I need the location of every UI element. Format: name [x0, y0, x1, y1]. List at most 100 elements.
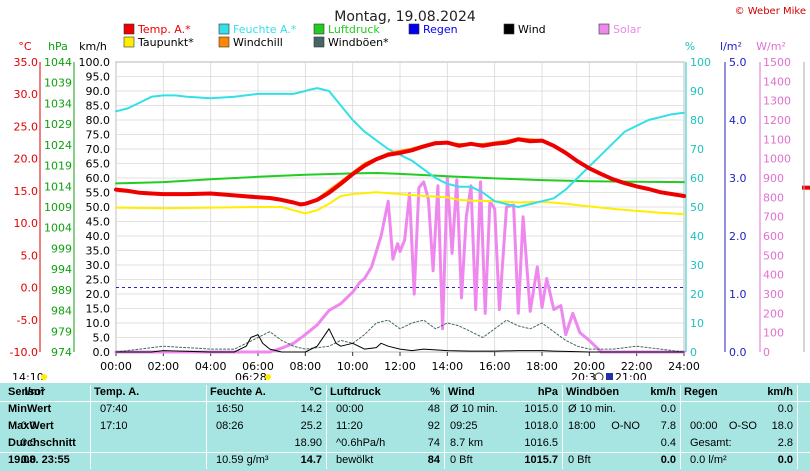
table-cell: 0.0 l/m² [690, 454, 727, 466]
weather-chart: Montag, 19.08.2024 © Weber Mike Temp. A.… [10, 6, 810, 380]
tick-temp: 25.0 [14, 120, 39, 133]
tick-wind: 70.0 [86, 143, 111, 156]
column-separator [797, 385, 798, 469]
table-cell: Luftdruck [330, 386, 381, 398]
tick-pressure: 984 [51, 305, 72, 318]
unit-wind: km/h [79, 40, 107, 53]
table-cell: 11:20 [336, 420, 363, 432]
table-cell: Regen [684, 386, 718, 398]
table-cell: Ø 10 min. [450, 403, 498, 415]
tick-wind: 25.0 [86, 274, 111, 287]
tick-solar: 600 [763, 230, 784, 243]
table-cell: 07:40 [100, 403, 128, 415]
x-tick-label: 18:00 [526, 360, 558, 373]
legend-label: Regen [423, 23, 458, 36]
table-cell: 8.7 km [450, 437, 484, 449]
column-separator [90, 385, 91, 469]
legend-swatch [598, 23, 610, 35]
series-wind [115, 328, 685, 353]
x-tick-label: 16:00 [479, 360, 511, 373]
tick-temp: 0.0 [21, 282, 39, 295]
table-cell: MinWert [8, 403, 52, 415]
table-cell: 10.59 g/m³ [216, 454, 269, 466]
legend-swatch [313, 36, 325, 48]
x-tick-label: 04:00 [195, 360, 227, 373]
table-cell: Sensor [8, 386, 46, 398]
table-cell: % [430, 386, 440, 398]
unit-humidity: % [685, 40, 695, 53]
tick-humidity: 50 [690, 201, 704, 214]
tick-wind: 30.0 [86, 259, 111, 272]
x-tick-label: 00:00 [100, 360, 132, 373]
table-cell: 1015.7 [524, 454, 558, 466]
table-cell: Windböen [566, 386, 620, 398]
tick-solar: 400 [763, 269, 784, 282]
series-solar [114, 176, 686, 354]
tick-wind: 40.0 [86, 230, 111, 243]
tick-wind: 45.0 [86, 216, 111, 229]
column-separator [326, 385, 327, 469]
tick-humidity: 20 [690, 288, 704, 301]
table-cell: 0 Bft [568, 454, 591, 466]
moon-icon [594, 372, 604, 380]
tick-temp: 30.0 [14, 88, 39, 101]
legend-swatch [408, 23, 420, 35]
legend-swatch [123, 23, 135, 35]
tick-temp: 10.0 [14, 217, 39, 230]
table-cell: Durchschnitt [8, 437, 76, 449]
legend-swatch [218, 36, 230, 48]
tick-pressure: 1029 [44, 118, 72, 131]
table-cell: 0.0 [660, 454, 676, 466]
legend-swatch [503, 23, 515, 35]
tick-rain: 3.0 [729, 172, 747, 185]
series-layer [114, 87, 686, 354]
tick-humidity: 0 [690, 346, 697, 359]
table-cell: Wind [448, 386, 475, 398]
tick-temp: 5.0 [21, 249, 39, 262]
table-cell: 00:00 [690, 420, 718, 432]
table-cell: 0.0 [20, 454, 36, 466]
table-cell: 16:50 [216, 403, 244, 415]
sun-icon [41, 374, 47, 380]
row-separator [0, 452, 810, 453]
legend-swatch [313, 23, 325, 35]
x-tick-label: 22:00 [621, 360, 653, 373]
table-cell: 18.0 [771, 420, 793, 432]
tick-solar: 1300 [763, 95, 791, 108]
sunset-label: 20:30 [571, 371, 603, 380]
tick-humidity: 80 [690, 114, 704, 127]
tick-solar: 300 [763, 288, 784, 301]
tick-pressure: 1004 [44, 222, 72, 235]
tick-wind: 90.0 [86, 85, 111, 98]
column-separator [206, 385, 207, 469]
tick-solar: 1400 [763, 75, 791, 88]
copyright: © Weber Mike [735, 6, 806, 17]
x-tick-label: 10:00 [337, 360, 369, 373]
tick-pressure: 1009 [44, 201, 72, 214]
tick-pressure: 994 [51, 263, 72, 276]
series-temp-a [114, 137, 686, 207]
tick-solar: 800 [763, 191, 784, 204]
tick-wind: 50.0 [86, 201, 111, 214]
tick-solar: 700 [763, 211, 784, 224]
tick-solar: 1500 [763, 56, 791, 69]
legend-label: Solar [613, 23, 642, 36]
table-cell: 25.2 [300, 420, 322, 432]
tick-temp: -5.0 [17, 314, 38, 327]
current-temp-marker [802, 185, 810, 190]
tick-solar: 500 [763, 249, 784, 262]
legend: Temp. A.* Feuchte A.* Luftdruck Regen Wind So… [123, 23, 642, 49]
tick-rain: 4.0 [729, 114, 747, 127]
tick-humidity: 70 [690, 143, 704, 156]
tick-wind: 20.0 [86, 288, 111, 301]
tick-wind: 100.0 [79, 56, 111, 69]
tick-wind: 55.0 [86, 187, 111, 200]
legend-label: Wind [518, 23, 546, 36]
table-cell: km/h [650, 386, 676, 398]
sunrise-label: 06:28 [235, 371, 267, 380]
legend-label: Windböen* [328, 36, 389, 49]
tick-solar: 1100 [763, 133, 791, 146]
table-cell: 1015.0 [524, 403, 558, 415]
legend-swatch [123, 36, 135, 48]
table-cell: km/h [767, 386, 793, 398]
